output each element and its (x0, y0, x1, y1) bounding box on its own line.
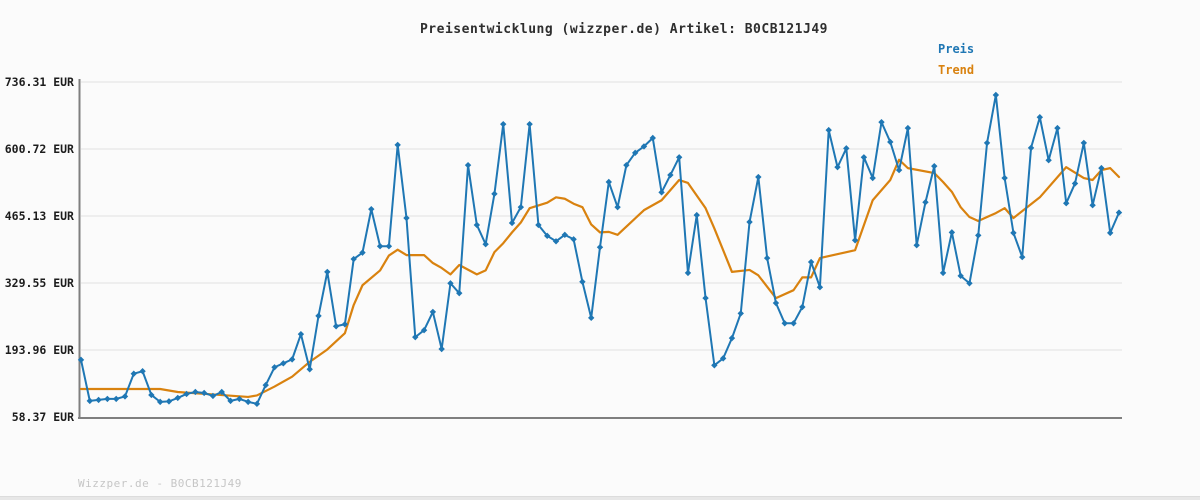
legend-item-preis: Preis (938, 42, 975, 56)
legend-item-trend: Trend (938, 63, 975, 77)
y-tick-label: 736.31 EUR (5, 75, 74, 89)
chart-title: Preisentwicklung (wizzper.de) Artikel: B… (419, 22, 828, 37)
bottom-divider (0, 496, 1200, 500)
chart-legend: Preis Trend (938, 39, 974, 81)
y-tick-label: 58.37 EUR (12, 410, 74, 424)
watermark: Wizzper.de - B0CB121J49 (78, 477, 242, 490)
y-tick-label: 329.55 EUR (5, 276, 74, 290)
trend-line (79, 158, 1121, 399)
price-markers (77, 91, 1123, 408)
y-tick-label: 600.72 EUR (5, 142, 74, 156)
y-tick-label: 193.96 EUR (5, 343, 74, 357)
y-tick-label: 465.13 EUR (5, 209, 74, 223)
